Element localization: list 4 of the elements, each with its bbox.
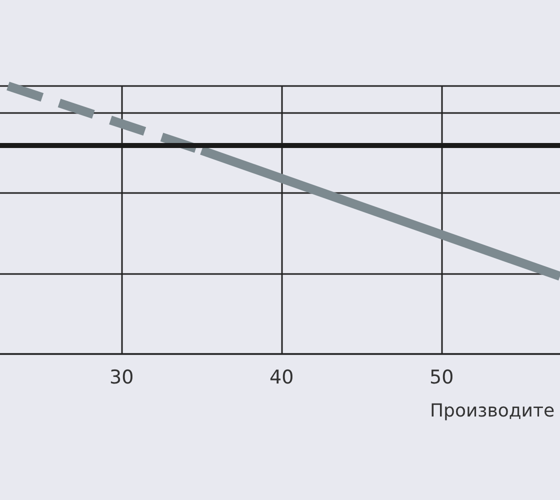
x-tick-label: 30 [110, 366, 134, 388]
x-tick-label: 50 [430, 366, 454, 388]
x-axis-title: Производите [430, 400, 555, 422]
x-tick-label: 40 [270, 366, 294, 388]
